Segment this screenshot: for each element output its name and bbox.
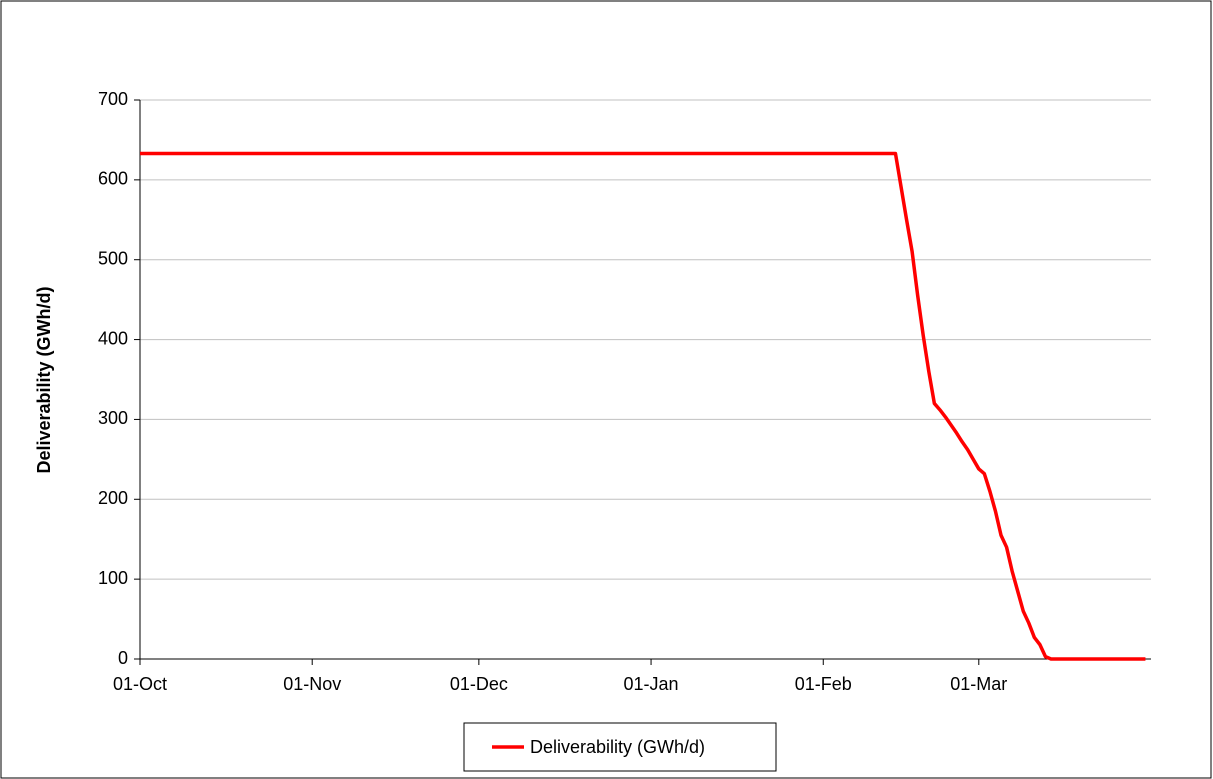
y-tick-label: 500	[98, 248, 128, 268]
y-tick-label: 0	[118, 648, 128, 668]
y-tick-label: 600	[98, 169, 128, 189]
legend-label: Deliverability (GWh/d)	[530, 737, 705, 757]
y-tick-label: 300	[98, 408, 128, 428]
y-axis-label: Deliverability (GWh/d)	[34, 286, 54, 473]
y-tick-label: 400	[98, 328, 128, 348]
y-tick-label: 200	[98, 488, 128, 508]
x-tick-label: 01-Mar	[950, 674, 1007, 694]
data-line	[140, 151, 1146, 661]
y-tick-label: 100	[98, 568, 128, 588]
x-tick-label: 01-Oct	[113, 674, 167, 694]
x-tick-label: 01-Nov	[283, 674, 341, 694]
x-tick-label: 01-Dec	[450, 674, 508, 694]
x-tick-label: 01-Feb	[795, 674, 852, 694]
y-tick-label: 700	[98, 89, 128, 109]
x-tick-label: 01-Jan	[624, 674, 679, 694]
